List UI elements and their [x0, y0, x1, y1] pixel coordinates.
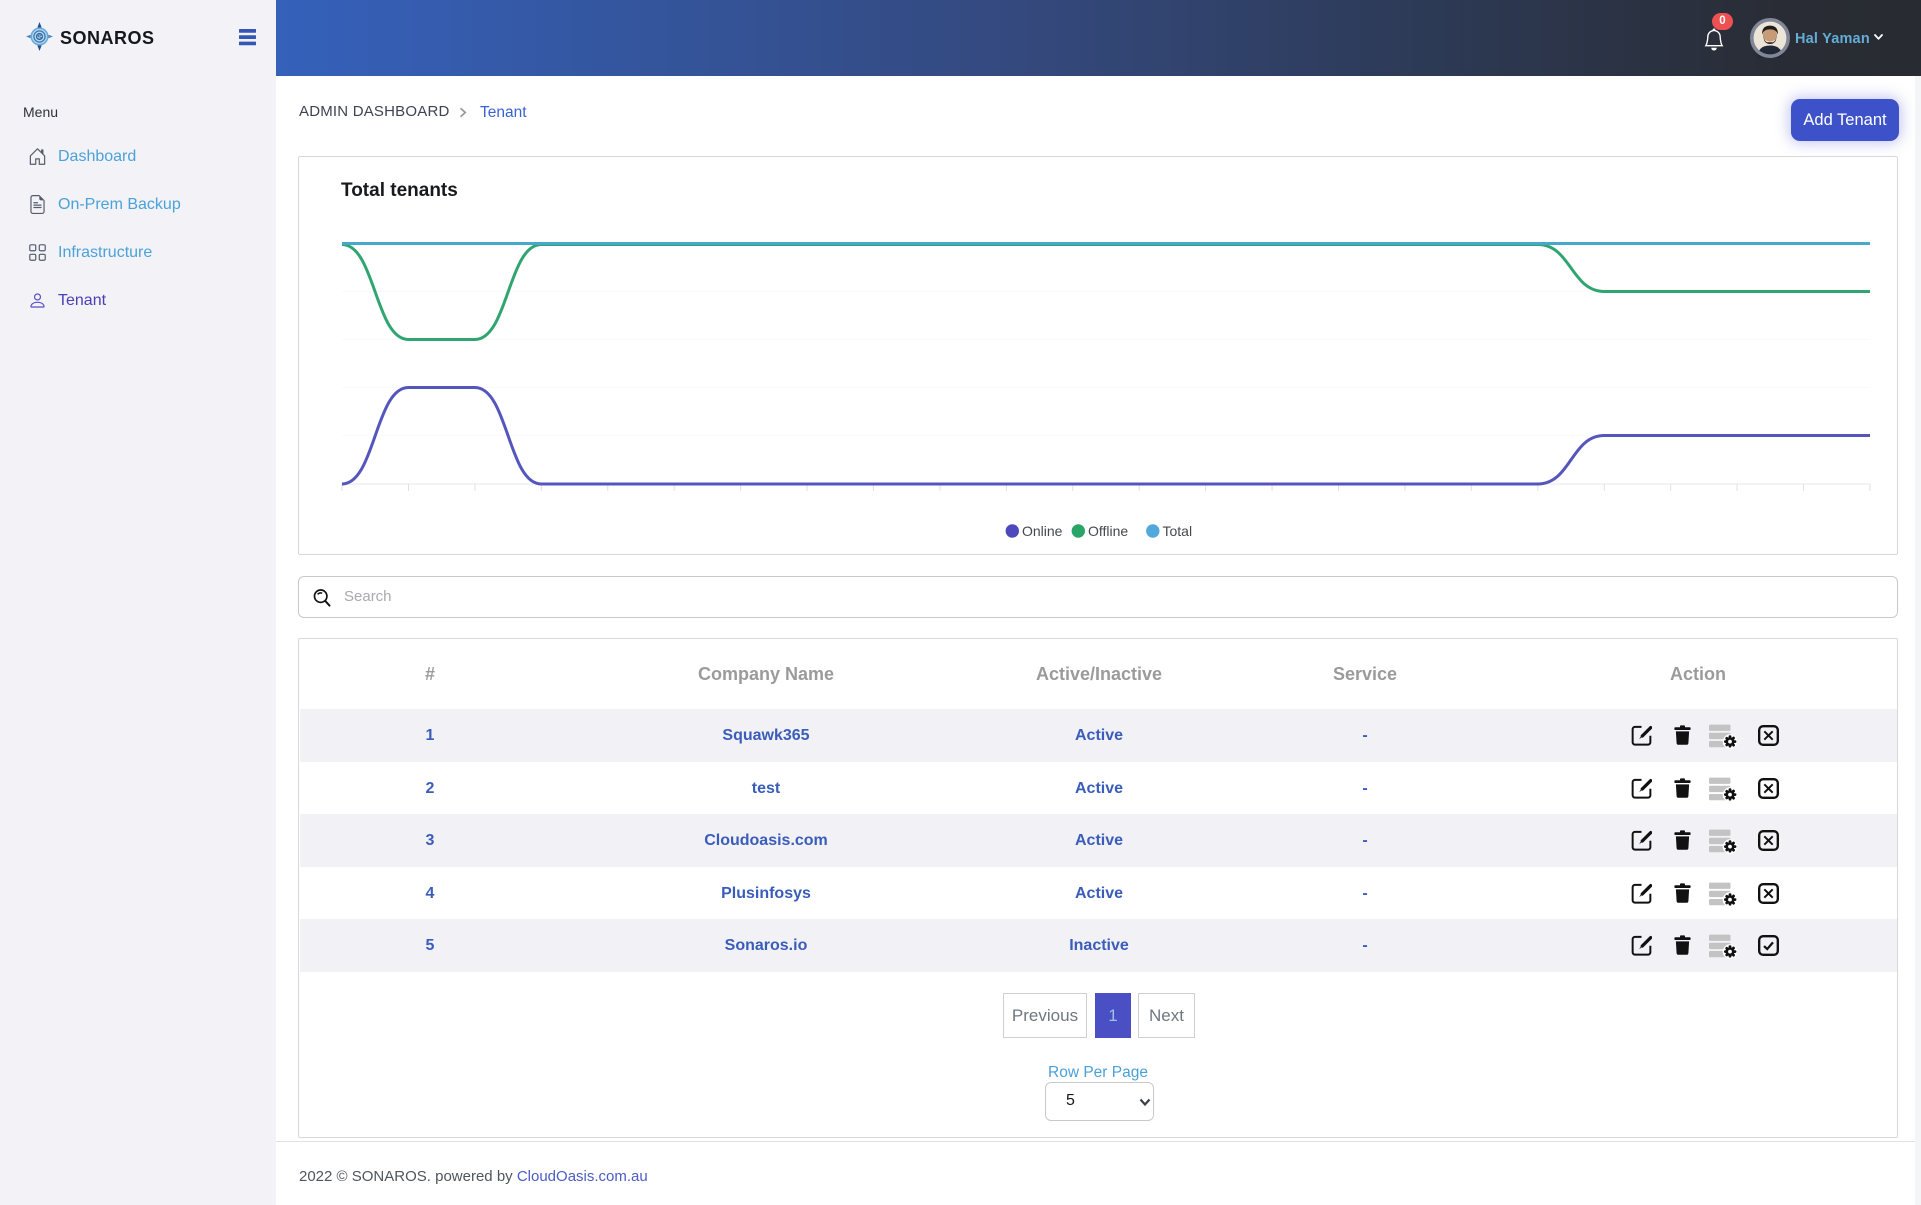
svg-text:Online: Online	[1022, 523, 1063, 539]
svg-text:Total: Total	[1163, 523, 1193, 539]
svg-text:Offline: Offline	[1088, 523, 1128, 539]
svg-text:S: S	[37, 33, 42, 42]
